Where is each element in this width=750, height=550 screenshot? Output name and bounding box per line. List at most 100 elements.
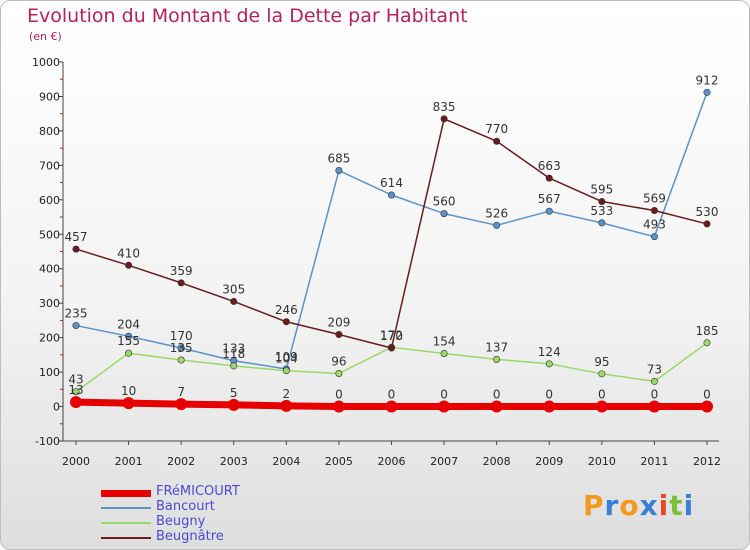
y-tick-label: 0 bbox=[53, 401, 60, 414]
legend-swatch bbox=[101, 522, 151, 524]
brand-letter: r bbox=[604, 489, 620, 522]
data-point-beugny bbox=[125, 349, 133, 357]
data-point-bancourt bbox=[125, 332, 133, 340]
x-tick-label: 2012 bbox=[693, 455, 721, 468]
data-point-beugnatre bbox=[387, 344, 395, 352]
data-point-beugny bbox=[440, 349, 448, 357]
data-label-fremicourt: 0 bbox=[651, 388, 659, 402]
data-label-fremicourt: 10 bbox=[121, 384, 136, 398]
data-label-bancourt: 493 bbox=[643, 218, 666, 232]
series-line-beugnatre bbox=[75, 118, 708, 349]
data-point-beugnatre bbox=[125, 261, 133, 269]
data-point-bancourt bbox=[598, 219, 606, 227]
data-point-beugnatre bbox=[598, 198, 606, 206]
y-tick-label: -100 bbox=[35, 435, 60, 448]
data-label-bancourt: 533 bbox=[590, 204, 613, 218]
data-label-bancourt: 109 bbox=[275, 350, 298, 364]
data-point-fremicourt bbox=[490, 400, 503, 413]
data-point-beugny bbox=[282, 367, 290, 375]
data-point-bancourt bbox=[177, 344, 185, 352]
y-tick-label: 400 bbox=[39, 263, 60, 276]
legend-label: Beugny bbox=[156, 514, 206, 529]
data-point-beugny bbox=[177, 356, 185, 364]
data-point-bancourt bbox=[72, 322, 80, 330]
x-tick-label: 2002 bbox=[167, 455, 195, 468]
data-point-beugny bbox=[335, 369, 343, 377]
data-label-bancourt: 133 bbox=[222, 342, 245, 356]
data-point-beugny bbox=[230, 362, 238, 370]
data-label-bancourt: 912 bbox=[696, 73, 719, 87]
brand-letter: o bbox=[619, 489, 640, 522]
data-label-fremicourt: 0 bbox=[703, 388, 711, 402]
data-point-bancourt bbox=[335, 167, 343, 175]
x-tick-label: 2007 bbox=[430, 455, 458, 468]
data-label-bancourt: 685 bbox=[327, 152, 350, 166]
x-tick-label: 2006 bbox=[378, 455, 406, 468]
brand-letter: i bbox=[658, 489, 670, 522]
x-tick-label: 2001 bbox=[115, 455, 143, 468]
data-point-fremicourt bbox=[332, 400, 345, 413]
legend-label: Beugnâtre bbox=[156, 529, 224, 544]
data-label-fremicourt: 13 bbox=[68, 383, 83, 397]
data-point-fremicourt bbox=[175, 398, 188, 411]
x-tick-label: 2008 bbox=[483, 455, 511, 468]
data-label-beugnatre: 170 bbox=[380, 329, 403, 343]
y-tick-label: 500 bbox=[39, 228, 60, 241]
data-point-beugny bbox=[72, 388, 80, 396]
data-label-beugnatre: 595 bbox=[590, 183, 613, 197]
data-label-beugny: 185 bbox=[696, 324, 719, 338]
data-point-beugnatre bbox=[493, 137, 501, 145]
data-point-bancourt bbox=[545, 207, 553, 215]
data-label-fremicourt: 0 bbox=[388, 388, 396, 402]
y-tick-label: 300 bbox=[39, 297, 60, 310]
data-point-fremicourt bbox=[70, 396, 82, 409]
data-point-beugnatre bbox=[72, 245, 80, 253]
data-label-beugnatre: 569 bbox=[643, 191, 666, 205]
data-point-beugny bbox=[598, 370, 606, 378]
data-label-fremicourt: 0 bbox=[545, 388, 553, 402]
data-label-beugny: 155 bbox=[117, 334, 140, 348]
x-tick-label: 2011 bbox=[640, 455, 668, 468]
data-point-fremicourt bbox=[227, 398, 240, 411]
data-point-beugny bbox=[493, 355, 501, 363]
data-label-beugny: 73 bbox=[647, 362, 662, 376]
x-tick-label: 2003 bbox=[220, 455, 248, 468]
data-label-beugnatre: 457 bbox=[65, 230, 88, 244]
x-tick-label: 2009 bbox=[535, 455, 563, 468]
x-tick-label: 2010 bbox=[588, 455, 616, 468]
brand-logo: Proxiti bbox=[583, 489, 694, 522]
y-tick-label: 200 bbox=[39, 332, 60, 345]
legend-swatch bbox=[101, 507, 151, 509]
data-label-fremicourt: 0 bbox=[440, 388, 448, 402]
y-tick-label: 800 bbox=[39, 125, 60, 138]
data-label-beugnatre: 209 bbox=[327, 316, 350, 330]
data-point-beugnatre bbox=[177, 279, 185, 287]
y-tick-label: 100 bbox=[39, 366, 60, 379]
data-point-fremicourt bbox=[701, 400, 713, 413]
data-label-bancourt: 170 bbox=[170, 329, 193, 343]
data-label-beugny: 154 bbox=[433, 334, 456, 348]
data-point-beugnatre bbox=[545, 174, 553, 182]
unit-label: (en €) bbox=[29, 30, 62, 43]
data-label-beugnatre: 835 bbox=[433, 100, 456, 114]
brand-letter: P bbox=[583, 489, 605, 522]
data-label-bancourt: 567 bbox=[538, 192, 561, 206]
x-tick-label: 2004 bbox=[272, 455, 300, 468]
data-label-fremicourt: 5 bbox=[230, 386, 238, 400]
data-label-beugnatre: 663 bbox=[538, 159, 561, 173]
data-label-beugnatre: 530 bbox=[696, 205, 719, 219]
legend-swatch bbox=[101, 537, 151, 539]
data-point-beugny bbox=[703, 339, 711, 347]
data-point-bancourt bbox=[650, 233, 658, 241]
data-label-beugny: 137 bbox=[485, 340, 508, 354]
legend-label: Bancourt bbox=[156, 499, 215, 514]
data-point-fremicourt bbox=[122, 397, 135, 410]
y-tick-label: 600 bbox=[39, 194, 60, 207]
data-point-beugnatre bbox=[335, 331, 343, 339]
data-label-fremicourt: 0 bbox=[598, 388, 606, 402]
data-label-bancourt: 560 bbox=[433, 195, 456, 209]
data-point-fremicourt bbox=[595, 400, 608, 413]
data-label-fremicourt: 2 bbox=[283, 387, 291, 401]
